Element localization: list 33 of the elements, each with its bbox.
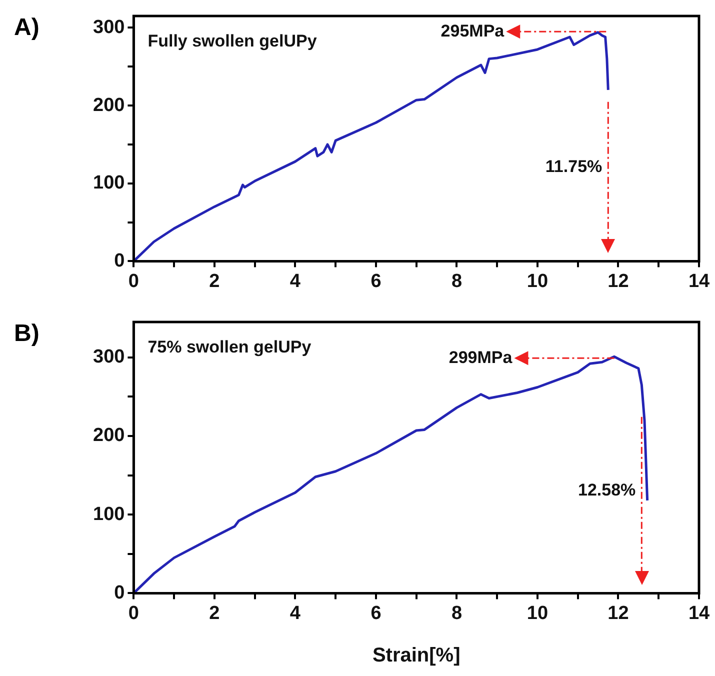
x-tick-label: 8 (451, 270, 462, 292)
x-tick-label: 4 (290, 602, 301, 624)
y-tick-label: 0 (114, 250, 125, 272)
x-tick-label: 4 (290, 270, 301, 292)
x-tick-label: 12 (608, 270, 629, 292)
annotation: Fully swollen gelUPy (148, 32, 318, 51)
x-tick-label: 2 (209, 602, 220, 624)
x-tick-label: 14 (688, 602, 710, 624)
y-tick-label: 200 (93, 94, 125, 116)
y-tick-label: 200 (93, 425, 125, 446)
y-tick-label: 0 (114, 582, 125, 604)
x-tick-label: 2 (209, 270, 220, 292)
y-tick-label: 300 (93, 16, 125, 38)
y-tick-label: 300 (93, 346, 125, 368)
ref-line-label: 11.75% (545, 157, 602, 176)
x-tick-label: 0 (128, 602, 139, 624)
ref-line-label: 12.58% (578, 480, 636, 500)
annotation: 295MPa (440, 21, 505, 40)
x-tick-label: 12 (608, 602, 629, 624)
chart-title: A) (14, 14, 40, 42)
x-tick-label: 10 (526, 270, 548, 292)
y-tick-label: 100 (93, 172, 125, 194)
y-tick-label: 100 (93, 504, 125, 525)
x-tick-label: 14 (688, 270, 710, 292)
x-tick-label: 6 (370, 602, 382, 624)
x-tick-label: 6 (370, 270, 382, 292)
chart-title: B) (14, 320, 40, 348)
annotation: 299MPa (448, 348, 513, 367)
x-tick-label: 10 (526, 602, 548, 624)
x-axis-title: Strain[%] (372, 644, 460, 667)
annotation: 75% swollen gelUPy (148, 338, 312, 357)
x-tick-label: 8 (451, 602, 462, 624)
x-tick-label: 0 (128, 270, 139, 292)
